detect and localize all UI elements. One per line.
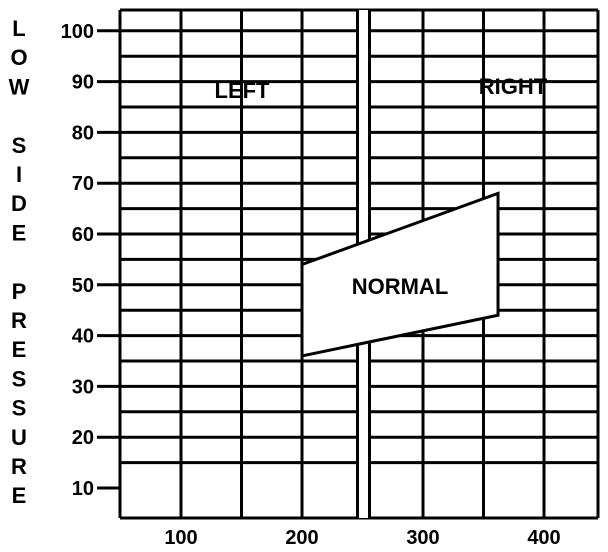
y-tick-label: 30 bbox=[72, 376, 94, 398]
y-tick-label: 70 bbox=[72, 173, 94, 195]
y-tick-label: 80 bbox=[72, 122, 94, 144]
y-tick-label: 20 bbox=[72, 427, 94, 449]
y-label-letter: S bbox=[12, 366, 27, 391]
right-region-label: RIGHT bbox=[479, 74, 548, 99]
y-tick-label: 10 bbox=[72, 478, 94, 500]
normal-band-shape bbox=[300, 191, 500, 358]
x-tick-label: 200 bbox=[285, 527, 318, 549]
y-tick-label: 90 bbox=[72, 72, 94, 94]
y-label-letter: D bbox=[11, 191, 27, 216]
y-label-letter: U bbox=[11, 425, 27, 450]
y-label-letter: O bbox=[10, 45, 27, 70]
y-label-letter: R bbox=[11, 308, 27, 333]
y-label-letter: S bbox=[12, 133, 27, 158]
y-tick-label: 50 bbox=[72, 275, 94, 297]
y-label-letter: R bbox=[11, 454, 27, 479]
x-tick-label: 300 bbox=[406, 527, 439, 549]
y-label-letter: I bbox=[16, 162, 22, 187]
left-region-label: LEFT bbox=[215, 78, 271, 103]
y-label-letter: S bbox=[12, 396, 27, 421]
y-label-letter: P bbox=[12, 279, 27, 304]
y-label-letter: E bbox=[12, 337, 27, 362]
y-tick-label: 60 bbox=[72, 224, 94, 246]
y-tick-label: 100 bbox=[61, 21, 94, 43]
x-tick-label: 100 bbox=[164, 527, 197, 549]
y-label-letter: W bbox=[9, 74, 30, 99]
normal-band-label: NORMAL bbox=[352, 274, 449, 299]
y-label-letter: E bbox=[12, 483, 27, 508]
y-label-letter: E bbox=[12, 220, 27, 245]
x-axis-ticks: 100 200 300 400 bbox=[164, 527, 560, 549]
y-tick-label: 40 bbox=[72, 326, 94, 348]
x-tick-label: 400 bbox=[527, 527, 560, 549]
y-label-letter: L bbox=[12, 16, 25, 41]
y-axis-ticks: 10 20 30 40 50 60 70 80 90 100 bbox=[61, 21, 120, 500]
normal-band bbox=[300, 191, 500, 358]
